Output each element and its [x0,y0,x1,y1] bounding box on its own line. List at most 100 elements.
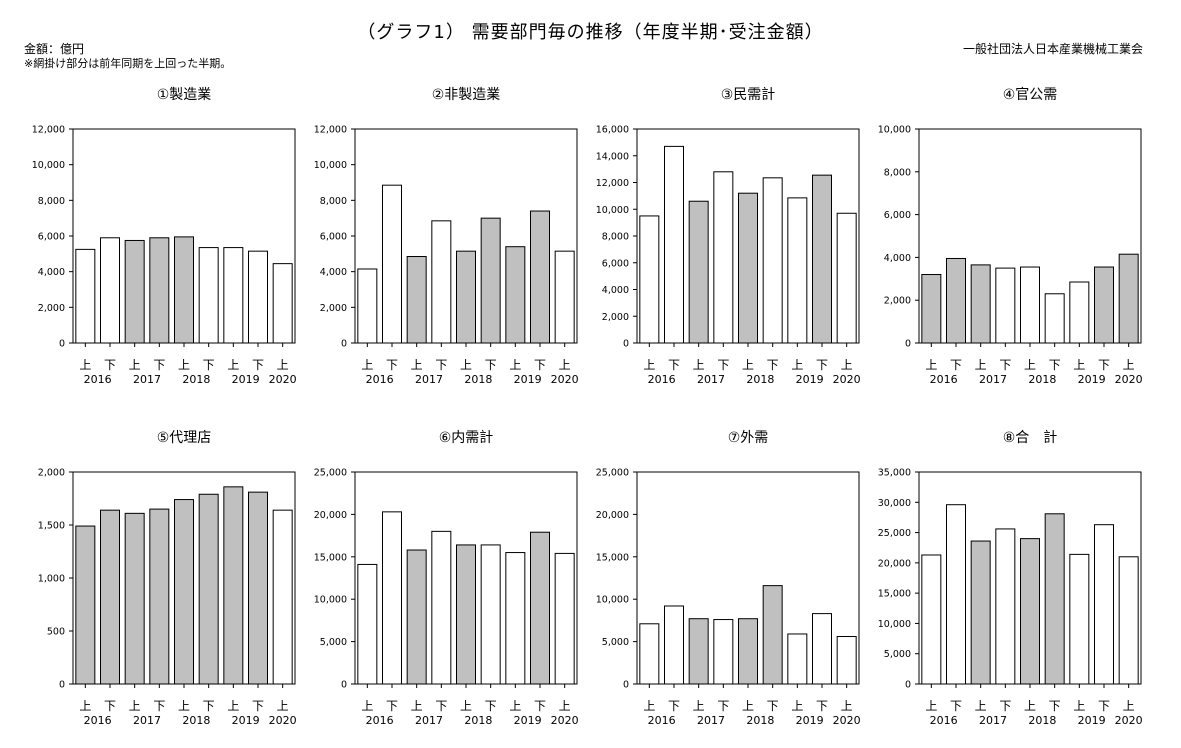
y-tick-label: 5,000 [602,637,629,648]
x-tick-label: 上 [79,358,91,372]
bar [995,528,1016,685]
x-tick-label: 下 [999,358,1011,372]
x-year-label: 2017 [415,373,443,386]
bar [738,618,758,685]
x-year-label: 2016 [930,714,958,727]
bar [1044,293,1065,344]
y-tick-label: 2,000 [38,468,65,479]
x-year-label: 2019 [232,373,260,386]
y-tick-label: 20,000 [878,558,911,569]
x-tick-label: 下 [534,358,546,372]
x-year-label: 2016 [84,373,112,386]
y-tick-label: 25,000 [314,468,347,479]
y-tick-label: 0 [623,339,629,350]
bar [530,531,550,685]
bar [639,215,660,344]
bar [530,210,550,344]
x-tick-label: 上 [178,358,190,372]
x-tick-label: 上 [509,699,521,713]
bar [357,268,378,344]
x-tick-label: 上 [361,358,373,372]
x-tick-label: 上 [841,699,853,713]
y-tick-label: 6,000 [320,232,347,243]
x-tick-label: 上 [925,699,937,713]
x-tick-label: 下 [950,699,962,713]
bar [248,250,268,344]
bar [762,177,783,344]
x-year-label: 2016 [366,373,394,386]
x-tick-label: 下 [252,358,264,372]
bar [1069,553,1090,685]
chart-title: ⑦外需 [728,430,769,446]
y-tick-label: 20,000 [314,510,347,521]
x-tick-label: 下 [767,699,779,713]
bar [75,525,96,685]
x-tick-label: 上 [975,358,987,372]
x-year-label: 2017 [697,373,725,386]
x-tick-label: 下 [668,699,680,713]
x-tick-label: 下 [717,699,729,713]
bar [970,540,991,685]
bar [431,530,452,685]
shading-note: ※網掛け部分は前年同期を上回った半期。 [24,57,232,70]
bar [946,504,966,685]
bar [738,192,758,344]
bar [1094,524,1114,685]
y-tick-label: 8,000 [884,167,911,178]
y-tick-label: 10,000 [878,125,911,136]
bar [272,509,293,685]
y-tick-label: 12,000 [596,178,629,189]
x-tick-label: 上 [693,699,705,713]
x-year-label: 2020 [833,373,861,386]
y-tick-label: 10,000 [314,595,347,606]
bar [639,623,660,685]
bar [174,236,194,344]
x-tick-label: 上 [742,358,754,372]
y-tick-label: 0 [59,680,65,691]
x-tick-label: 上 [1123,358,1135,372]
chart-title: ②非製造業 [432,87,501,103]
y-tick-label: 12,000 [32,125,65,136]
x-tick-label: 下 [203,699,215,713]
chart-title: ⑧合 計 [1003,430,1058,446]
y-tick-label: 6,000 [38,232,65,243]
bar [554,552,575,685]
y-tick-label: 2,000 [38,303,65,314]
x-year-label: 2018 [1028,373,1056,386]
x-year-label: 2019 [232,714,260,727]
bar [921,274,942,344]
x-tick-label: 下 [252,699,264,713]
bar [75,248,96,344]
y-tick-label: 25,000 [878,528,911,539]
x-year-label: 2018 [182,373,210,386]
x-tick-label: 上 [559,358,571,372]
bar [762,585,783,685]
bar [1020,538,1040,685]
x-tick-label: 上 [975,699,987,713]
bar [787,633,808,685]
bar [812,174,832,344]
y-tick-label: 1,500 [38,521,65,532]
y-tick-label: 500 [47,627,65,638]
x-year-label: 2018 [182,714,210,727]
x-year-label: 2019 [796,714,824,727]
x-year-label: 2017 [979,373,1007,386]
bar [505,552,526,685]
x-tick-label: 上 [411,699,423,713]
x-year-label: 2020 [551,373,579,386]
x-tick-label: 下 [104,358,116,372]
bar [1069,281,1090,344]
y-tick-label: 12,000 [314,125,347,136]
bar [272,263,293,344]
x-tick-label: 上 [460,699,472,713]
x-year-label: 2018 [1028,714,1056,727]
x-tick-label: 上 [742,699,754,713]
x-tick-label: 上 [509,358,521,372]
y-tick-label: 0 [341,339,347,350]
x-tick-label: 下 [717,358,729,372]
chart-title: ⑥内需計 [439,430,494,446]
bar [174,499,194,685]
x-tick-label: 下 [1049,699,1061,713]
bar [149,237,170,344]
x-year-label: 2020 [1115,373,1143,386]
